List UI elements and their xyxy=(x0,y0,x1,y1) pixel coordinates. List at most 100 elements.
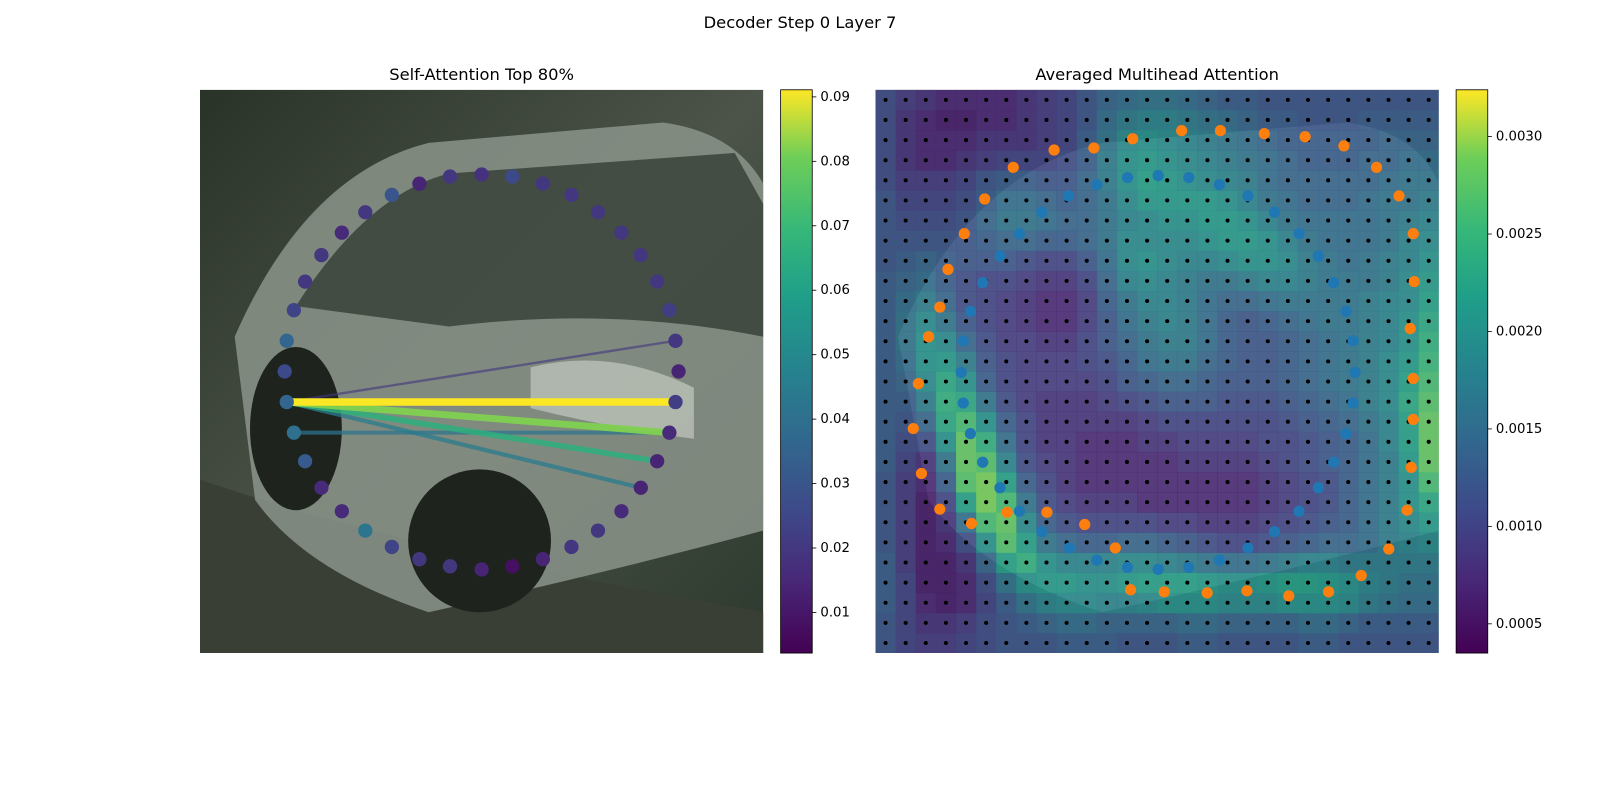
reference-point xyxy=(1064,158,1069,163)
reference-point xyxy=(1024,138,1029,143)
reference-point xyxy=(923,238,928,243)
reference-point xyxy=(923,640,928,646)
reference-point xyxy=(1104,117,1109,123)
sampling-point xyxy=(1048,144,1060,156)
reference-point xyxy=(963,278,969,283)
reference-point xyxy=(1285,520,1290,525)
reference-point xyxy=(1386,178,1391,183)
reference-point xyxy=(1084,580,1089,585)
reference-point xyxy=(1124,600,1130,605)
reference-point xyxy=(1004,399,1009,404)
reference-point xyxy=(1004,258,1009,263)
reference-point xyxy=(1185,640,1190,646)
reference-point xyxy=(943,459,948,464)
reference-point xyxy=(1205,399,1210,404)
reference-point xyxy=(903,218,908,223)
reference-point xyxy=(1165,117,1170,123)
reference-point xyxy=(943,520,948,525)
reference-point xyxy=(1406,158,1411,163)
reference-point xyxy=(1084,379,1089,384)
reference-point xyxy=(943,238,948,243)
reference-point xyxy=(984,218,989,223)
reference-point xyxy=(1326,97,1331,102)
reference-point xyxy=(883,178,888,183)
attention-point xyxy=(535,176,550,191)
reference-point xyxy=(1165,258,1170,263)
reference-point xyxy=(1104,379,1109,384)
reference-point xyxy=(1245,399,1250,404)
sampling-point xyxy=(1293,505,1305,517)
reference-point xyxy=(1366,480,1371,485)
colorbar-tick-label: 0.05 xyxy=(820,348,850,363)
reference-point xyxy=(1326,339,1331,344)
reference-point xyxy=(1245,480,1250,485)
reference-point xyxy=(1245,520,1250,525)
reference-point xyxy=(1185,278,1190,283)
reference-point xyxy=(1084,540,1089,545)
reference-point xyxy=(1386,379,1391,384)
sampling-point xyxy=(907,422,919,435)
reference-point xyxy=(1326,258,1331,263)
reference-point xyxy=(1104,580,1109,585)
reference-point xyxy=(1225,238,1230,243)
reference-point xyxy=(1426,640,1431,646)
reference-point xyxy=(1305,359,1311,364)
reference-point xyxy=(1205,580,1210,585)
reference-point xyxy=(1265,117,1270,123)
reference-point xyxy=(1084,399,1089,404)
reference-point xyxy=(1064,459,1069,464)
reference-point xyxy=(943,97,948,102)
reference-point xyxy=(1426,258,1431,263)
reference-point xyxy=(1386,620,1391,625)
reference-point xyxy=(1366,500,1371,505)
reference-point xyxy=(1044,600,1049,605)
reference-point xyxy=(1225,158,1230,163)
reference-point xyxy=(1426,158,1431,163)
attention-point xyxy=(279,394,294,410)
reference-point xyxy=(1185,520,1190,525)
reference-point xyxy=(943,580,948,585)
reference-point xyxy=(1326,620,1331,625)
reference-point xyxy=(1165,640,1170,646)
reference-point xyxy=(963,319,969,324)
reference-point xyxy=(1185,198,1190,203)
reference-point xyxy=(1145,500,1150,505)
reference-point xyxy=(1104,298,1109,304)
reference-point xyxy=(1225,540,1230,545)
reference-point xyxy=(903,97,908,102)
reference-point xyxy=(1366,560,1371,565)
reference-point xyxy=(1225,97,1230,102)
reference-point xyxy=(923,419,928,424)
reference-point xyxy=(1366,520,1371,525)
reference-point xyxy=(1406,439,1411,444)
sampling-point xyxy=(1176,125,1188,137)
reference-point xyxy=(1185,459,1190,464)
reference-point xyxy=(1145,258,1150,263)
sampling-point xyxy=(1013,228,1025,240)
reference-point xyxy=(1285,218,1290,223)
reference-point xyxy=(1366,620,1371,625)
reference-point xyxy=(1064,640,1069,646)
reference-point xyxy=(943,117,948,123)
reference-point xyxy=(1064,258,1069,263)
reference-point xyxy=(1406,620,1411,625)
reference-point xyxy=(1084,640,1089,646)
reference-point xyxy=(903,540,908,545)
reference-point xyxy=(1165,339,1170,344)
sampling-point xyxy=(1041,506,1053,518)
reference-point xyxy=(1104,359,1109,364)
reference-point xyxy=(943,480,948,485)
attention-point xyxy=(314,247,329,263)
reference-point xyxy=(1004,238,1009,243)
reference-point xyxy=(1145,580,1150,585)
reference-point xyxy=(1386,138,1391,143)
reference-point xyxy=(1386,580,1391,585)
reference-point xyxy=(1084,97,1089,102)
reference-point xyxy=(1225,419,1230,424)
reference-point xyxy=(1024,359,1029,364)
sampling-point xyxy=(1393,190,1405,202)
reference-point xyxy=(963,218,969,223)
reference-point xyxy=(1145,158,1150,163)
reference-point xyxy=(1366,419,1371,424)
sampling-point xyxy=(1242,542,1254,554)
